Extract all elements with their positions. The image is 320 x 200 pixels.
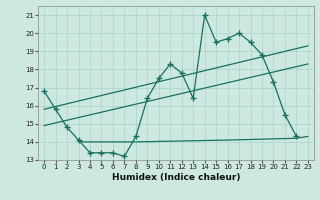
X-axis label: Humidex (Indice chaleur): Humidex (Indice chaleur) [112,173,240,182]
